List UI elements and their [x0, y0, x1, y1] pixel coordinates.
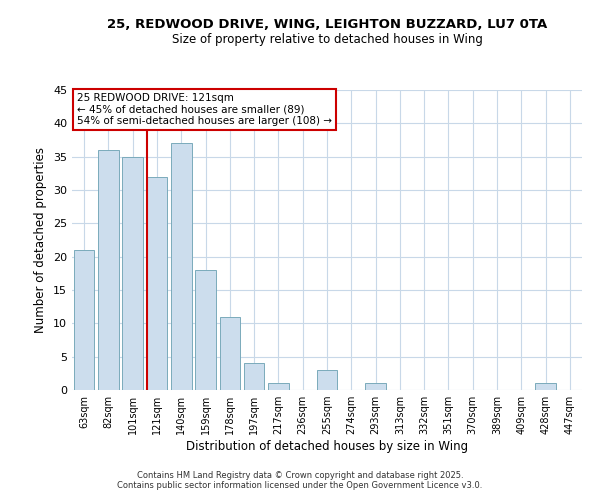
- Text: 25 REDWOOD DRIVE: 121sqm
← 45% of detached houses are smaller (89)
54% of semi-d: 25 REDWOOD DRIVE: 121sqm ← 45% of detach…: [77, 93, 332, 126]
- Y-axis label: Number of detached properties: Number of detached properties: [34, 147, 47, 333]
- Bar: [122, 156, 143, 390]
- Bar: [220, 316, 240, 390]
- Bar: [195, 270, 216, 390]
- Text: Size of property relative to detached houses in Wing: Size of property relative to detached ho…: [172, 32, 482, 46]
- Bar: [365, 384, 386, 390]
- Bar: [244, 364, 265, 390]
- Text: 25, REDWOOD DRIVE, WING, LEIGHTON BUZZARD, LU7 0TA: 25, REDWOOD DRIVE, WING, LEIGHTON BUZZAR…: [107, 18, 547, 30]
- Text: Contains HM Land Registry data © Crown copyright and database right 2025.
Contai: Contains HM Land Registry data © Crown c…: [118, 470, 482, 490]
- Bar: [268, 384, 289, 390]
- Bar: [146, 176, 167, 390]
- Bar: [317, 370, 337, 390]
- Bar: [98, 150, 119, 390]
- Bar: [171, 144, 191, 390]
- Bar: [535, 384, 556, 390]
- Bar: [74, 250, 94, 390]
- X-axis label: Distribution of detached houses by size in Wing: Distribution of detached houses by size …: [186, 440, 468, 453]
